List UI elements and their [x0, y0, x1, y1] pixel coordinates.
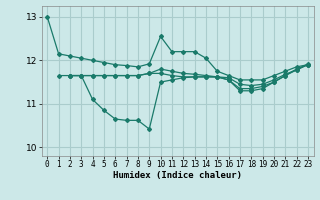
X-axis label: Humidex (Indice chaleur): Humidex (Indice chaleur) [113, 171, 242, 180]
